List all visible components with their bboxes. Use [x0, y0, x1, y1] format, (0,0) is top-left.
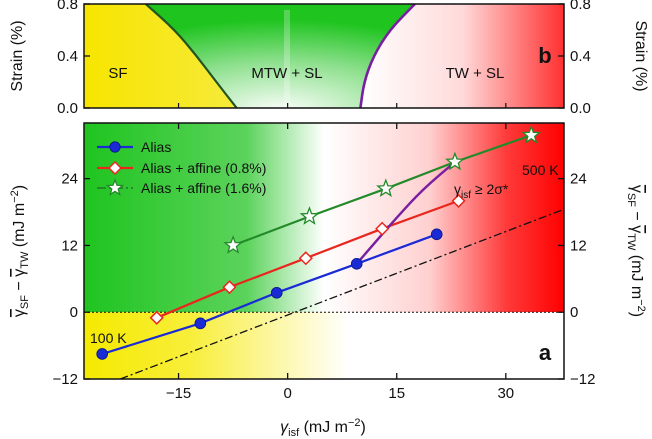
panel-a-ytick-label-left: 24 — [61, 171, 78, 188]
panel-a-ytick-label-left: 0 — [70, 304, 78, 321]
x-axis-label: γisf (mJ m−2) — [280, 417, 366, 439]
panel-a-ytick-label-right: 0 — [570, 304, 578, 321]
legend-item-affine-16: Alias + affine (1.6%) — [97, 178, 266, 196]
panel-b-ytick-label-right: 0.0 — [570, 100, 591, 117]
panel-a-ytick-label-left: −12 — [53, 371, 78, 388]
panel-b-ticks: 0.8 0.8 0.4 0.4 0.0 0.0 — [57, 0, 591, 117]
data-point-affine-16 — [375, 178, 396, 198]
panel-b-ytick-label-left: 0.0 — [57, 100, 78, 117]
panel-b-regions — [84, 4, 564, 108]
panel-b-ytick-label-right: 0.8 — [570, 0, 591, 13]
panel-a-letter: a — [539, 340, 552, 365]
panel-a-xtick-label: 15 — [388, 385, 405, 402]
region-mtw-fill — [145, 4, 415, 108]
annotation-500k: 500 K — [522, 162, 559, 178]
panel-a: 24 24 12 12 0 0 −12 −12 −15 0 15 30 Alias Alias + a… — [9, 103, 647, 439]
panel-a-ytick-label-left: 12 — [61, 237, 78, 254]
panel-b-ytick-label-left: 0.4 — [57, 48, 78, 65]
data-point-affine-08 — [375, 221, 390, 236]
data-point-affine-16 — [445, 151, 465, 171]
data-point-affine-16 — [299, 206, 320, 225]
legend-marker-alias — [109, 141, 121, 153]
data-point-affine-08 — [149, 310, 164, 325]
reference-line — [120, 208, 564, 379]
data-point-alias — [194, 317, 207, 330]
legend-label-affine-16: Alias + affine (1.6%) — [141, 180, 266, 196]
data-point-affine-08 — [222, 280, 237, 295]
background-positive — [84, 123, 564, 313]
boundary-sf-mtw — [145, 4, 238, 108]
data-point-affine-16 — [521, 124, 542, 144]
data-point-alias — [96, 348, 108, 360]
legend-label-affine-08: Alias + affine (0.8%) — [141, 160, 266, 176]
plot-area-a — [84, 124, 564, 379]
data-point-affine-08 — [298, 251, 313, 266]
y-axis-label-left: γSF − γTW (mJ m−2) — [9, 185, 31, 317]
panel-a-xtick-label: 0 — [283, 385, 291, 402]
legend: Alias Alias + affine (0.8%) Alias + affi… — [97, 139, 266, 196]
annotation-gamma-condition: γisf ≥ 2σ* — [454, 181, 509, 201]
data-point-alias — [350, 257, 363, 270]
panel-b-ytick-label-left: 0.8 — [57, 0, 78, 13]
boundary-mtw-tw — [359, 4, 416, 108]
data-point-affine-16 — [223, 235, 243, 254]
legend-label-alias: Alias — [141, 139, 171, 155]
region-tw-label: TW + SL — [446, 65, 505, 82]
data-point-affine-08 — [451, 193, 466, 208]
panel-b-ytick-label-right: 0.4 — [570, 48, 591, 65]
panel-a-ytick-label-right: 24 — [570, 171, 587, 188]
annotation-100k: 100 K — [90, 330, 127, 346]
panel-b-letter: b — [538, 43, 551, 68]
panel-a-frame — [83, 122, 565, 380]
data-point-alias — [270, 286, 283, 299]
legend-marker-affine-08 — [107, 160, 123, 176]
panel-b-ylabel-right: Strain (%) — [632, 20, 649, 91]
region-mtw-label: MTW + SL — [251, 65, 322, 82]
panel-a-ticks: 24 24 12 12 0 0 −12 −12 −15 0 15 30 — [53, 103, 595, 402]
background-negative — [84, 312, 564, 379]
legend-item-affine-08: Alias + affine (0.8%) — [97, 160, 266, 176]
panel-a-ytick-label-right: −12 — [570, 371, 595, 388]
region-tw-fill — [360, 4, 564, 108]
panel-b-ylabel-left: Strain (%) — [9, 20, 26, 91]
panel-b: SF MTW + SL TW + SL b 0.8 0.8 0.4 0.4 0.0 0.0… — [9, 0, 649, 117]
region-sf-label: SF — [108, 65, 127, 82]
y-axis-label-right: γSF − γTW (mJ m−2) — [625, 185, 647, 317]
panel-a-xtick-label: −15 — [166, 385, 191, 402]
panel-a-background — [84, 123, 564, 379]
legend-item-alias: Alias — [97, 139, 171, 155]
legend-marker-affine-16 — [105, 178, 125, 196]
panel-a-ytick-label-right: 12 — [570, 237, 587, 254]
data-point-alias — [430, 228, 443, 241]
panel-a-xtick-label: 30 — [497, 385, 514, 402]
